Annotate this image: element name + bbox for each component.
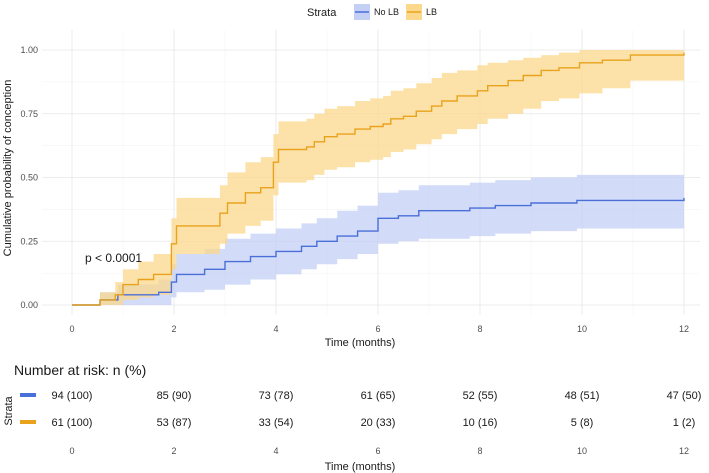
confidence-band-lb xyxy=(72,50,684,305)
risk-table-ylabel: Strata xyxy=(3,395,15,425)
p-value-annotation: p < 0.0001 xyxy=(85,251,142,265)
y-axis-ticks: 0.00 0.25 0.50 0.75 1.00 xyxy=(20,45,38,310)
y-tick-label: 0.50 xyxy=(20,173,38,183)
risk-cell-lb: 53 (87) xyxy=(157,417,192,429)
curve-no-lb xyxy=(72,197,685,306)
risk-table-title: Number at risk: n (%) xyxy=(14,362,146,378)
legend-title: Strata xyxy=(307,7,337,19)
x-axis-ticks: 0 2 4 6 8 10 12 xyxy=(69,324,689,334)
risk-cell-lb: 1 (2) xyxy=(673,417,696,429)
risk-cell-no-lb: 47 (50) xyxy=(667,390,702,402)
risk-cell-no-lb: 61 (65) xyxy=(361,390,396,402)
risk-x-tick-label: 12 xyxy=(679,446,689,456)
risk-cell-lb: 20 (33) xyxy=(361,417,396,429)
risk-cell-lb: 33 (54) xyxy=(259,417,294,429)
x-tick-label: 0 xyxy=(69,324,74,334)
risk-cell-no-lb: 85 (90) xyxy=(157,390,192,402)
curve-lb xyxy=(72,52,685,306)
risk-x-tick-label: 2 xyxy=(171,446,176,456)
risk-cell-lb: 5 (8) xyxy=(571,417,594,429)
risk-cell-lb: 61 (100) xyxy=(52,417,93,429)
risk-cell-no-lb: 52 (55) xyxy=(463,390,498,402)
x-axis-title: Time (months) xyxy=(325,337,396,349)
legend: Strata No LB LB xyxy=(307,4,437,20)
x-tick-label: 8 xyxy=(477,324,482,334)
risk-cell-no-lb: 48 (51) xyxy=(565,390,600,402)
risk-x-tick-label: 6 xyxy=(375,446,380,456)
legend-label-no-lb: No LB xyxy=(374,7,399,17)
x-tick-label: 4 xyxy=(273,324,278,334)
y-tick-label: 0.00 xyxy=(20,300,38,310)
y-tick-label: 1.00 xyxy=(20,45,38,55)
risk-x-tick-label: 0 xyxy=(69,446,74,456)
y-axis-title: Cumulative probability of conception xyxy=(2,80,14,257)
x-tick-label: 12 xyxy=(679,324,689,334)
risk-table-x-ticks: 0 2 4 6 8 10 12 xyxy=(69,446,689,456)
risk-x-tick-label: 4 xyxy=(273,446,278,456)
risk-table-xlabel: Time (months) xyxy=(325,461,396,473)
x-tick-label: 6 xyxy=(375,324,380,334)
risk-cell-no-lb: 73 (78) xyxy=(259,390,294,402)
survival-curves xyxy=(72,52,685,306)
risk-cell-no-lb: 94 (100) xyxy=(52,390,93,402)
x-tick-label: 2 xyxy=(171,324,176,334)
risk-table: 94 (100) 85 (90) 73 (78) 61 (65) 52 (55) 48 (… xyxy=(20,390,701,429)
y-tick-label: 0.75 xyxy=(20,109,38,119)
x-tick-label: 10 xyxy=(577,324,587,334)
legend-label-lb: LB xyxy=(426,7,437,17)
y-tick-label: 0.25 xyxy=(20,236,38,246)
risk-cell-lb: 10 (16) xyxy=(463,417,498,429)
risk-x-tick-label: 8 xyxy=(477,446,482,456)
risk-x-tick-label: 10 xyxy=(577,446,587,456)
